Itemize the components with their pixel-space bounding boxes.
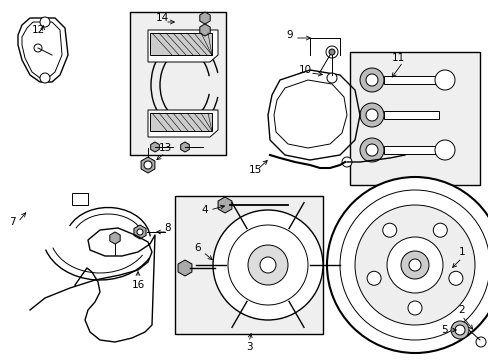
Bar bbox=[150, 33, 212, 55]
Circle shape bbox=[326, 177, 488, 353]
Circle shape bbox=[354, 205, 474, 325]
Bar bbox=[383, 111, 438, 119]
Text: 4: 4 bbox=[201, 205, 208, 215]
Circle shape bbox=[339, 190, 488, 340]
Bar bbox=[349, 52, 479, 185]
Bar bbox=[130, 12, 225, 155]
Text: 8: 8 bbox=[164, 223, 171, 233]
Bar bbox=[383, 76, 438, 84]
Circle shape bbox=[382, 223, 396, 237]
Text: 12: 12 bbox=[31, 25, 44, 35]
Text: 9: 9 bbox=[286, 30, 293, 40]
Polygon shape bbox=[148, 110, 218, 137]
Circle shape bbox=[325, 46, 337, 58]
Circle shape bbox=[137, 229, 142, 235]
Text: 10: 10 bbox=[298, 65, 311, 75]
Text: 14: 14 bbox=[155, 13, 168, 23]
Polygon shape bbox=[134, 225, 146, 239]
Circle shape bbox=[365, 144, 377, 156]
Circle shape bbox=[432, 223, 447, 237]
Circle shape bbox=[454, 325, 464, 335]
Circle shape bbox=[359, 138, 383, 162]
Bar bbox=[383, 146, 438, 154]
Polygon shape bbox=[148, 30, 218, 62]
Polygon shape bbox=[110, 232, 120, 244]
Circle shape bbox=[227, 225, 307, 305]
Circle shape bbox=[40, 17, 50, 27]
Circle shape bbox=[341, 157, 351, 167]
Circle shape bbox=[475, 337, 485, 347]
Circle shape bbox=[260, 257, 275, 273]
Polygon shape bbox=[150, 142, 159, 152]
Circle shape bbox=[143, 161, 152, 169]
Circle shape bbox=[213, 210, 323, 320]
Text: 15: 15 bbox=[248, 165, 261, 175]
Circle shape bbox=[450, 321, 468, 339]
Circle shape bbox=[408, 259, 420, 271]
Text: 11: 11 bbox=[390, 53, 404, 63]
Text: 3: 3 bbox=[245, 342, 252, 352]
Circle shape bbox=[366, 271, 380, 285]
Text: 13: 13 bbox=[158, 143, 171, 153]
Polygon shape bbox=[200, 24, 210, 36]
Text: 7: 7 bbox=[9, 217, 15, 227]
Circle shape bbox=[448, 271, 462, 285]
Text: 1: 1 bbox=[458, 247, 465, 257]
Polygon shape bbox=[178, 260, 191, 276]
Bar bbox=[150, 113, 212, 131]
Bar bbox=[175, 196, 323, 334]
Polygon shape bbox=[72, 193, 88, 205]
Circle shape bbox=[359, 103, 383, 127]
Circle shape bbox=[434, 70, 454, 90]
Circle shape bbox=[365, 74, 377, 86]
Circle shape bbox=[34, 44, 42, 52]
Text: 16: 16 bbox=[131, 280, 144, 290]
Polygon shape bbox=[200, 12, 210, 24]
Polygon shape bbox=[180, 142, 189, 152]
Circle shape bbox=[247, 245, 287, 285]
Polygon shape bbox=[141, 157, 155, 173]
Text: 5: 5 bbox=[441, 325, 447, 335]
Circle shape bbox=[328, 49, 334, 55]
Circle shape bbox=[400, 251, 428, 279]
Circle shape bbox=[359, 68, 383, 92]
Circle shape bbox=[407, 301, 421, 315]
Circle shape bbox=[326, 73, 336, 83]
Circle shape bbox=[40, 73, 50, 83]
Text: 2: 2 bbox=[458, 305, 465, 315]
Circle shape bbox=[365, 109, 377, 121]
Circle shape bbox=[386, 237, 442, 293]
Text: 6: 6 bbox=[194, 243, 201, 253]
Polygon shape bbox=[218, 197, 231, 213]
Circle shape bbox=[434, 140, 454, 160]
